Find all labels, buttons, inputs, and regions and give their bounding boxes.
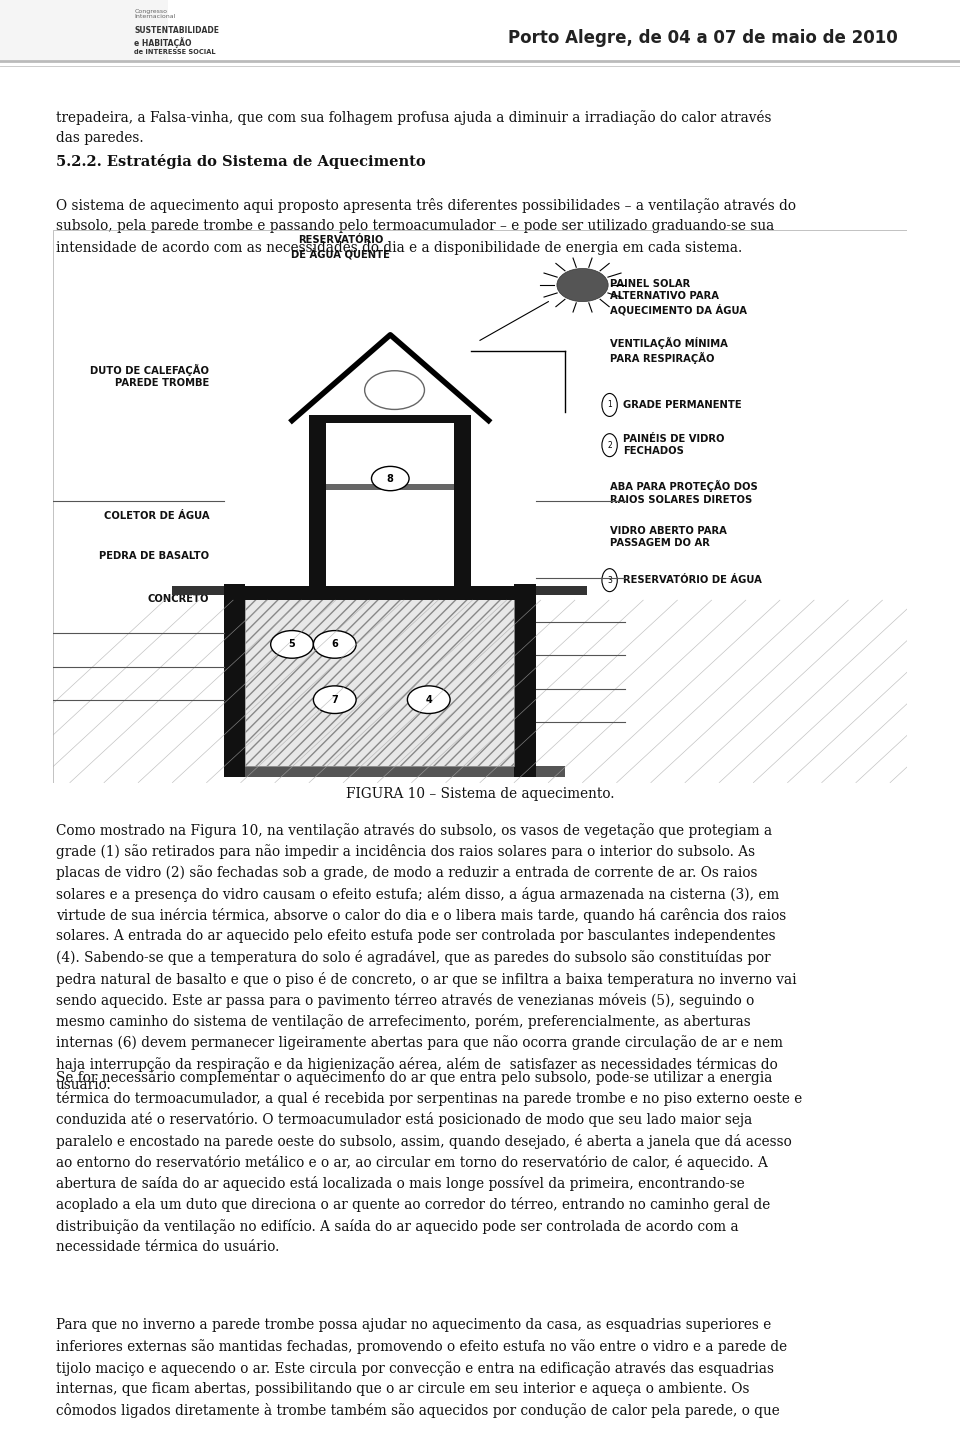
- Text: PAINEL SOLAR
ALTERNATIVO PARA
AQUECIMENTO DA ÁGUA: PAINEL SOLAR ALTERNATIVO PARA AQUECIMENT…: [610, 279, 747, 316]
- Circle shape: [372, 467, 409, 491]
- Text: RESERVATÓRIO DE ÁGUA: RESERVATÓRIO DE ÁGUA: [623, 576, 762, 584]
- Circle shape: [365, 370, 424, 409]
- Text: Para que no inverno a parede trombe possa ajudar no aquecimento da casa, as esqu: Para que no inverno a parede trombe poss…: [56, 1318, 771, 1333]
- Text: acoplado a ela um duto que direciona o ar quente ao corredor do térreo, entrando: acoplado a ela um duto que direciona o a…: [56, 1198, 770, 1212]
- Text: inferiores externas são mantidas fechadas, promovendo o efeito estufa no vão ent: inferiores externas são mantidas fechada…: [56, 1340, 787, 1354]
- Text: usuário.: usuário.: [56, 1078, 111, 1091]
- Text: internas, que ficam abertas, possibilitando que o ar circule em seu interior e a: internas, que ficam abertas, possibilita…: [56, 1381, 749, 1396]
- Text: 1: 1: [608, 401, 612, 409]
- Text: DUTO DE CALEFAÇÃO
PAREDE TROMBE: DUTO DE CALEFAÇÃO PAREDE TROMBE: [90, 363, 209, 389]
- Bar: [245, 595, 515, 765]
- Bar: [454, 421, 471, 586]
- Bar: [536, 586, 587, 595]
- Text: solares e a presença do vidro causam o efeito estufa; além disso, a água armazen: solares e a presença do vidro causam o e…: [56, 886, 779, 902]
- Text: necessidade térmica do usuário.: necessidade térmica do usuário.: [56, 1239, 279, 1254]
- Circle shape: [602, 434, 617, 457]
- Text: COLETOR DE ÁGUA: COLETOR DE ÁGUA: [104, 511, 209, 520]
- Text: GRADE PERMANENTE: GRADE PERMANENTE: [623, 401, 742, 409]
- Bar: [224, 586, 536, 600]
- Bar: [326, 484, 454, 490]
- Text: CONCRETO: CONCRETO: [148, 595, 209, 603]
- Text: (4). Sabendo-se que a temperatura do solo é agradável, que as paredes do subsolo: (4). Sabendo-se que a temperatura do sol…: [56, 951, 770, 965]
- Text: haja interrupção da respiração e da higienização aérea, além de  satisfazer as n: haja interrupção da respiração e da higi…: [56, 1057, 778, 1071]
- Text: VENTILAÇÃO MÍNIMA
PARA RESPIRAÇÃO: VENTILAÇÃO MÍNIMA PARA RESPIRAÇÃO: [610, 337, 728, 363]
- Text: mesmo caminho do sistema de ventilação de arrefecimento, porém, preferencialment: mesmo caminho do sistema de ventilação d…: [56, 1014, 751, 1030]
- Bar: [515, 583, 536, 777]
- Text: 2: 2: [608, 441, 612, 449]
- Text: Como mostrado na Figura 10, na ventilação através do subsolo, os vasos de vegeta: Como mostrado na Figura 10, na ventilaçã…: [56, 823, 772, 837]
- Text: Porto Alegre, de 04 a 07 de maio de 2010: Porto Alegre, de 04 a 07 de maio de 2010: [508, 29, 898, 47]
- Text: Congresso
Internacional: Congresso Internacional: [134, 9, 176, 20]
- Text: Se for necessário complementar o aquecimento do ar que entra pelo subsolo, pode-: Se for necessário complementar o aquecim…: [56, 1070, 772, 1084]
- Circle shape: [602, 569, 617, 592]
- Circle shape: [602, 393, 617, 416]
- Text: 8: 8: [387, 474, 394, 484]
- Bar: [309, 415, 471, 424]
- Text: tijolo maciço e aquecendo o ar. Este circula por convecção e entra na edificação: tijolo maciço e aquecendo o ar. Este cir…: [56, 1361, 774, 1376]
- Text: distribuição da ventilação no edifício. A saída do ar aquecido pode ser controla: distribuição da ventilação no edifício. …: [56, 1219, 738, 1234]
- Text: 6: 6: [331, 639, 338, 649]
- Circle shape: [313, 686, 356, 714]
- Text: O sistema de aquecimento aqui proposto apresenta três diferentes possibilidades : O sistema de aquecimento aqui proposto a…: [56, 198, 796, 213]
- Text: sendo aquecido. Este ar passa para o pavimento térreo através de venezianas móve: sendo aquecido. Este ar passa para o pav…: [56, 992, 754, 1008]
- Bar: [309, 421, 326, 586]
- Bar: [173, 586, 224, 595]
- Circle shape: [271, 630, 313, 658]
- Text: PEDRA DE BASALTO: PEDRA DE BASALTO: [99, 551, 209, 560]
- Text: paralelo e encostado na parede oeste do subsolo, assim, quando desejado, é abert: paralelo e encostado na parede oeste do …: [56, 1133, 791, 1149]
- Text: VIDRO ABERTO PARA
PASSAGEM DO AR: VIDRO ABERTO PARA PASSAGEM DO AR: [610, 526, 727, 549]
- Text: 3: 3: [607, 576, 612, 584]
- Text: 5.2.2. Estratégia do Sistema de Aquecimento: 5.2.2. Estratégia do Sistema de Aquecime…: [56, 154, 425, 168]
- Text: pedra natural de basalto e que o piso é de concreto, o ar que se infiltra a baix: pedra natural de basalto e que o piso é …: [56, 972, 796, 987]
- Text: trepadeira, a Falsa-vinha, que com sua folhagem profusa ajuda a diminuir a irrad: trepadeira, a Falsa-vinha, que com sua f…: [56, 111, 771, 125]
- Text: das paredes.: das paredes.: [56, 131, 143, 145]
- Text: 7: 7: [331, 695, 338, 705]
- Bar: [224, 583, 245, 777]
- Text: conduzida até o reservatório. O termoacumulador está posicionado de modo que seu: conduzida até o reservatório. O termoacu…: [56, 1113, 752, 1127]
- Text: PAINÉIS DE VIDRO
FECHADOS: PAINÉIS DE VIDRO FECHADOS: [623, 434, 725, 457]
- Circle shape: [407, 686, 450, 714]
- Text: ao entorno do reservatório metálico e o ar, ao circular em torno do reservatório: ao entorno do reservatório metálico e o …: [56, 1155, 768, 1170]
- Text: cômodos ligados diretamente à trombe também são aquecidos por condução de calor : cômodos ligados diretamente à trombe tam…: [56, 1403, 780, 1419]
- Text: e HABITAÇÃO: e HABITAÇÃO: [134, 37, 192, 49]
- Text: de INTERESSE SOCIAL: de INTERESSE SOCIAL: [134, 49, 216, 55]
- Text: térmica do termoacumulador, a qual é recebida por serpentinas na parede trombe e: térmica do termoacumulador, a qual é rec…: [56, 1091, 802, 1106]
- Circle shape: [313, 630, 356, 658]
- Text: FIGURA 10 – Sistema de aquecimento.: FIGURA 10 – Sistema de aquecimento.: [346, 787, 614, 801]
- Text: ABA PARA PROTEÇÃO DOS
RAIOS SOLARES DIRETOS: ABA PARA PROTEÇÃO DOS RAIOS SOLARES DIRE…: [610, 480, 757, 505]
- Text: intensidade de acordo com as necessidades do dia e a disponibilidade de energia : intensidade de acordo com as necessidade…: [56, 241, 742, 254]
- Text: abertura de saída do ar aquecido está localizada o mais longe possível da primei: abertura de saída do ar aquecido está lo…: [56, 1176, 744, 1190]
- Bar: [224, 765, 565, 777]
- Text: virtude de sua inércia térmica, absorve o calor do dia e o libera mais tarde, qu: virtude de sua inércia térmica, absorve …: [56, 908, 786, 923]
- Text: 4: 4: [425, 695, 432, 705]
- Text: grade (1) são retirados para não impedir a incidência dos raios solares para o i: grade (1) são retirados para não impedir…: [56, 844, 755, 859]
- Text: SUSTENTABILIDADE: SUSTENTABILIDADE: [134, 26, 220, 34]
- Text: placas de vidro (2) são fechadas sob a grade, de modo a reduzir a entrada de cor: placas de vidro (2) são fechadas sob a g…: [56, 866, 757, 880]
- Bar: [0, 0, 168, 60]
- Text: internas (6) devem permanecer ligeiramente abertas para que não ocorra grande ci: internas (6) devem permanecer ligeiramen…: [56, 1035, 782, 1050]
- Circle shape: [557, 269, 609, 302]
- Text: RESERVATÓRIO
DE ÁGUA QUENTE: RESERVATÓRIO DE ÁGUA QUENTE: [292, 236, 390, 258]
- Text: solares. A entrada do ar aquecido pelo efeito estufa pode ser controlada por bas: solares. A entrada do ar aquecido pelo e…: [56, 929, 776, 943]
- Text: subsolo, pela parede trombe e passando pelo termoacumulador – e pode ser utiliza: subsolo, pela parede trombe e passando p…: [56, 220, 774, 234]
- Text: 5: 5: [289, 639, 296, 649]
